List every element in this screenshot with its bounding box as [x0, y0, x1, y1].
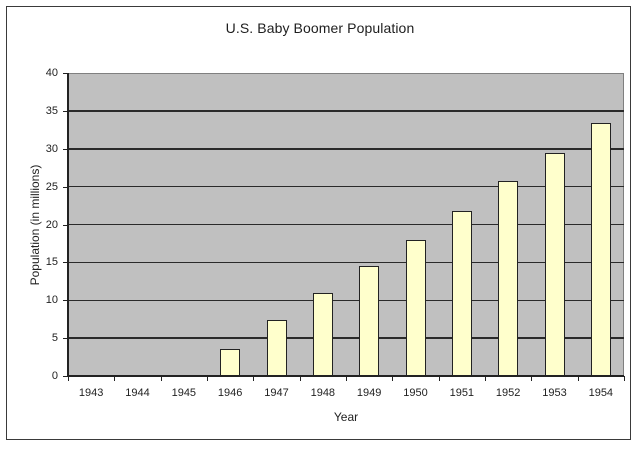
x-tick-label: 1946	[217, 387, 243, 399]
x-tick-label: 1952	[495, 387, 521, 399]
x-tick-mark	[485, 376, 486, 381]
y-tick-label: 20	[45, 218, 58, 231]
y-tick-label: 25	[45, 180, 58, 193]
x-tick-label: 1953	[542, 387, 567, 399]
x-tick-mark	[114, 376, 116, 381]
gridline	[68, 185, 624, 188]
y-tick-mark	[63, 186, 68, 188]
x-tick-mark	[392, 376, 394, 381]
y-tick-label: 30	[45, 142, 58, 155]
gridline	[68, 261, 624, 264]
x-tick-label: 1945	[171, 387, 197, 399]
x-tick-mark	[68, 376, 69, 381]
gridline	[68, 299, 624, 301]
y-tick-mark	[63, 300, 68, 302]
y-tick-label: 10	[45, 294, 58, 307]
y-tick-label: 0	[51, 370, 58, 382]
bar-1952	[498, 181, 519, 377]
y-tick-mark	[63, 110, 68, 112]
x-tick-mark	[438, 376, 440, 381]
gridline	[68, 110, 624, 112]
x-tick-mark	[624, 376, 625, 381]
y-tick-mark	[63, 73, 68, 74]
x-tick-mark	[253, 376, 255, 381]
x-tick-mark	[531, 376, 533, 381]
y-tick-label: 5	[51, 332, 58, 345]
x-tick-mark	[207, 376, 208, 381]
x-axis-title: Year	[333, 410, 359, 424]
y-tick-mark	[63, 148, 68, 150]
x-axis-line	[67, 375, 624, 377]
y-tick-mark	[63, 338, 68, 340]
x-tick-label: 1951	[449, 387, 475, 399]
bar-1953	[544, 152, 565, 377]
x-tick-label: 1944	[125, 387, 150, 399]
y-tick-mark	[63, 224, 68, 226]
gridline	[68, 223, 624, 226]
bar-1951	[451, 210, 472, 377]
bar-1948	[312, 293, 333, 377]
bar-1949	[359, 266, 380, 377]
x-tick-label: 1954	[588, 387, 614, 399]
y-tick-mark	[63, 262, 68, 264]
x-tick-mark	[299, 376, 301, 381]
y-tick-mark	[63, 376, 68, 377]
x-tick-mark	[346, 376, 347, 381]
gridline	[68, 148, 624, 150]
bar-1950	[405, 239, 426, 377]
bar-1954	[590, 122, 611, 377]
gridline	[68, 337, 624, 339]
x-tick-label: 1949	[356, 387, 382, 399]
chart-title: U.S. Baby Boomer Population	[225, 20, 415, 36]
x-tick-mark	[577, 376, 579, 381]
y-tick-label: 35	[45, 104, 58, 117]
x-tick-label: 1943	[78, 387, 104, 399]
y-tick-label: 15	[45, 256, 58, 269]
x-tick-mark	[160, 376, 162, 381]
x-tick-label: 1950	[403, 387, 428, 399]
bar-1947	[266, 319, 287, 377]
bar-1946	[220, 348, 241, 377]
x-tick-label: 1948	[310, 387, 336, 399]
y-tick-label: 40	[45, 67, 58, 79]
x-tick-label: 1947	[264, 387, 289, 399]
y-axis-title: Population (in millions)	[28, 164, 42, 286]
